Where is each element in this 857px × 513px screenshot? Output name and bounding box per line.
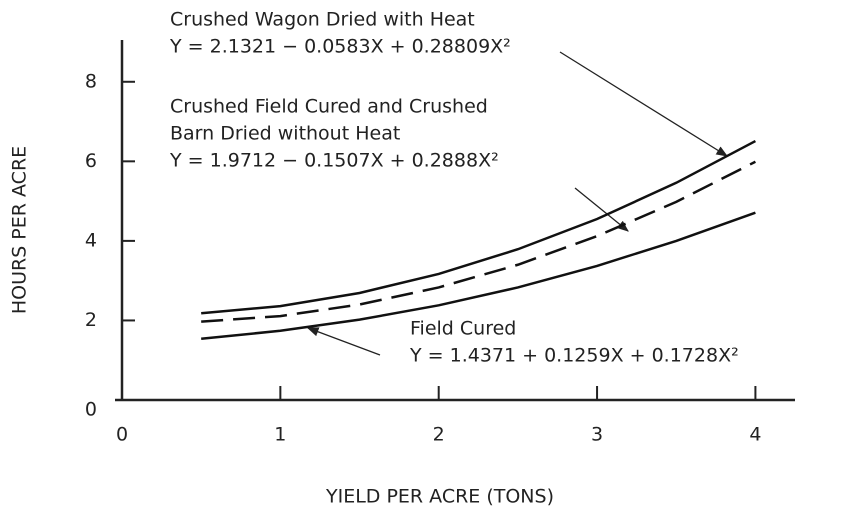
annotation-arrow bbox=[574, 187, 629, 232]
y-tick-label: 4 bbox=[85, 229, 97, 251]
y-tick-label: 6 bbox=[85, 150, 97, 172]
x-tick-label: 0 bbox=[116, 424, 128, 446]
y-axis-label: HOURS PER ACRE bbox=[9, 146, 31, 314]
annotation-label: Crushed Wagon Dried with Heat bbox=[170, 9, 475, 31]
x-tick-label: 4 bbox=[749, 424, 761, 446]
x-tick-label: 2 bbox=[433, 424, 445, 446]
series-line bbox=[201, 211, 756, 340]
annotation-arrow bbox=[559, 51, 728, 157]
annotation-equation: Y = 1.9712 − 0.1507X + 0.2888X² bbox=[169, 150, 499, 172]
y-tick-label: 8 bbox=[85, 70, 97, 92]
annotation-arrow bbox=[306, 327, 381, 356]
x-tick-label: 1 bbox=[274, 424, 286, 446]
annotation-label: Barn Dried without Heat bbox=[170, 123, 400, 145]
annotation-equation: Y = 2.1321 − 0.0583X + 0.28809X² bbox=[169, 36, 511, 58]
series-line bbox=[201, 139, 756, 315]
annotation-label: Crushed Field Cured and Crushed bbox=[170, 96, 488, 118]
x-tick-label: 3 bbox=[591, 424, 603, 446]
y-tick-label: 2 bbox=[85, 309, 97, 331]
annotation-equation: Y = 1.4371 + 0.1259X + 0.1728X² bbox=[409, 345, 739, 367]
y-tick-label: 0 bbox=[85, 399, 97, 421]
annotation-label: Field Cured bbox=[410, 318, 516, 340]
x-axis-label: YIELD PER ACRE (TONS) bbox=[325, 486, 554, 508]
